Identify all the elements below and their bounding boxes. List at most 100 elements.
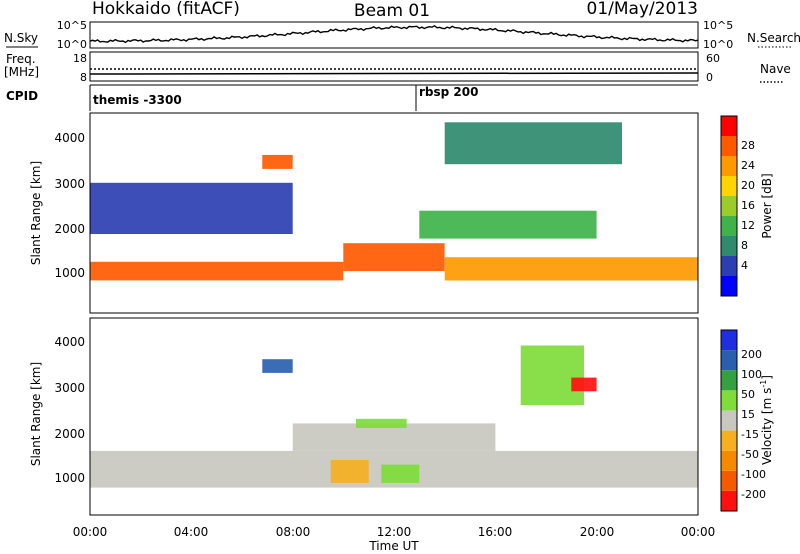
power-colorbar-ticks: 28 24 20 16 12 8 4 xyxy=(741,139,755,272)
noise-left-tick-bottom: 10^0 xyxy=(57,38,87,51)
x-axis-ticks: 00:00 04:00 08:00 12:00 16:00 20:00 00:0… xyxy=(73,525,716,539)
velocity-colorbar-frame xyxy=(720,329,738,512)
velocity-colorbar xyxy=(721,330,737,511)
power-colorbar-label: Power [dB] xyxy=(760,173,774,238)
vel-cbar-swatch-3 xyxy=(721,430,737,451)
power-heatmap xyxy=(90,122,698,281)
nsky-label: N.Sky xyxy=(4,31,38,45)
velocity-ylabel: Slant Range [km] xyxy=(29,362,43,466)
vel-cbar-tick-minus50: -50 xyxy=(741,448,759,461)
xtick-0400: 04:00 xyxy=(174,525,209,539)
power-cbar-tick-8: 8 xyxy=(741,239,748,252)
power-ytick-1000: 1000 xyxy=(54,266,85,280)
velocity-heatmap xyxy=(90,345,698,488)
power-region-0 xyxy=(90,261,344,281)
velocity-region-4 xyxy=(356,418,407,428)
power-cbar-swatch-0 xyxy=(721,276,737,296)
velocity-colorbar-ticks: 200 100 50 15 -15 -50 -100 -200 xyxy=(741,348,766,501)
velocity-ytick-1000: 1000 xyxy=(54,471,85,485)
nave-label: Nave xyxy=(760,62,791,76)
power-cbar-tick-20: 20 xyxy=(741,179,755,192)
velocity-ytick-2000: 2000 xyxy=(54,427,85,441)
freq-label-line2: [MHz] xyxy=(4,65,39,79)
freq-right-tick-top: 60 xyxy=(706,52,720,65)
freq-panel-frame xyxy=(89,51,699,82)
power-cbar-swatch-5 xyxy=(721,176,737,196)
date-title: 01/May/2013 xyxy=(587,0,699,19)
vel-cbar-swatch-0 xyxy=(721,490,737,511)
velocity-region-2 xyxy=(330,460,369,483)
power-colorbar xyxy=(721,116,737,296)
cpid-label: CPID xyxy=(6,89,38,103)
vel-cbar-tick-200: 200 xyxy=(741,348,762,361)
power-cbar-tick-12: 12 xyxy=(741,219,755,232)
freq-label-line1: Freq. xyxy=(6,52,36,66)
power-cbar-swatch-3 xyxy=(721,216,737,236)
nsearch-label: N.Search xyxy=(747,31,800,45)
power-cbar-tick-24: 24 xyxy=(741,159,755,172)
power-yticks: 4000 3000 2000 1000 xyxy=(54,131,85,280)
power-panel-frame xyxy=(89,112,699,314)
velocity-region-5 xyxy=(520,345,584,406)
power-region-4 xyxy=(444,122,622,165)
vel-cbar-swatch-1 xyxy=(721,470,737,491)
noise-search-line xyxy=(89,24,699,44)
noise-panel-frame xyxy=(89,21,699,49)
xtick-1200: 12:00 xyxy=(377,525,412,539)
power-cbar-swatch-4 xyxy=(721,196,737,216)
power-ytick-2000: 2000 xyxy=(54,222,85,236)
velocity-region-6 xyxy=(571,377,597,392)
vel-cbar-label-end: ] xyxy=(760,375,774,380)
power-region-5 xyxy=(262,154,293,169)
velocity-ytick-3000: 3000 xyxy=(54,381,85,395)
cpid-text-themis: themis -3300 xyxy=(93,93,182,107)
xtick-2000: 20:00 xyxy=(580,525,615,539)
power-region-3 xyxy=(419,210,597,239)
beam-title: Beam 01 xyxy=(354,1,430,21)
power-region-2 xyxy=(444,257,698,281)
vel-cbar-label-main: Velocity [m s xyxy=(760,388,774,465)
vel-cbar-tick-minus15: -15 xyxy=(741,428,759,441)
power-colorbar-frame xyxy=(720,115,738,297)
xtick-1600: 16:00 xyxy=(478,525,513,539)
vel-cbar-tick-minus100: -100 xyxy=(741,468,766,481)
power-region-6 xyxy=(90,182,293,234)
freq-right-tick-bottom: 0 xyxy=(706,71,713,84)
power-ytick-4000: 4000 xyxy=(54,131,85,145)
vel-cbar-swatch-4 xyxy=(721,410,737,431)
noise-left-tick-top: 10^5 xyxy=(57,19,87,32)
xtick-0000: 00:00 xyxy=(73,525,108,539)
cpid-text-rbsp: rbsp 200 xyxy=(419,85,478,99)
noise-right-tick-top: 10^5 xyxy=(703,19,733,32)
power-cbar-swatch-1 xyxy=(721,256,737,276)
velocity-region-3 xyxy=(381,464,420,483)
vel-cbar-tick-100: 100 xyxy=(741,368,762,381)
velocity-yticks: 4000 3000 2000 1000 xyxy=(54,335,85,485)
vel-cbar-tick-15: 15 xyxy=(741,408,755,421)
velocity-ytick-4000: 4000 xyxy=(54,335,85,349)
radar-title: Hokkaido (fitACF) xyxy=(92,0,240,19)
power-region-1 xyxy=(343,243,445,272)
freq-line xyxy=(89,72,699,75)
vel-cbar-swatch-7 xyxy=(721,350,737,371)
vel-cbar-swatch-8 xyxy=(721,330,737,351)
xtick-0800: 08:00 xyxy=(276,525,311,539)
vel-cbar-swatch-2 xyxy=(721,450,737,471)
power-cbar-tick-4: 4 xyxy=(741,259,748,272)
vel-cbar-swatch-6 xyxy=(721,370,737,391)
power-ylabel: Slant Range [km] xyxy=(29,161,43,265)
power-cbar-tick-28: 28 xyxy=(741,139,755,152)
velocity-colorbar-label: Velocity [m s-1] xyxy=(759,375,774,465)
noise-right-tick-bottom: 10^0 xyxy=(703,38,733,51)
power-cbar-swatch-7 xyxy=(721,136,737,156)
power-cbar-tick-16: 16 xyxy=(741,199,755,212)
power-cbar-swatch-2 xyxy=(721,236,737,256)
vel-cbar-tick-50: 50 xyxy=(741,388,755,401)
power-cbar-swatch-6 xyxy=(721,156,737,176)
freq-left-tick-bottom: 8 xyxy=(80,71,87,84)
power-ytick-3000: 3000 xyxy=(54,177,85,191)
x-axis-label: Time UT xyxy=(368,539,419,553)
freq-left-tick-top: 18 xyxy=(73,52,87,65)
vel-cbar-label-exp: -1 xyxy=(759,380,768,388)
